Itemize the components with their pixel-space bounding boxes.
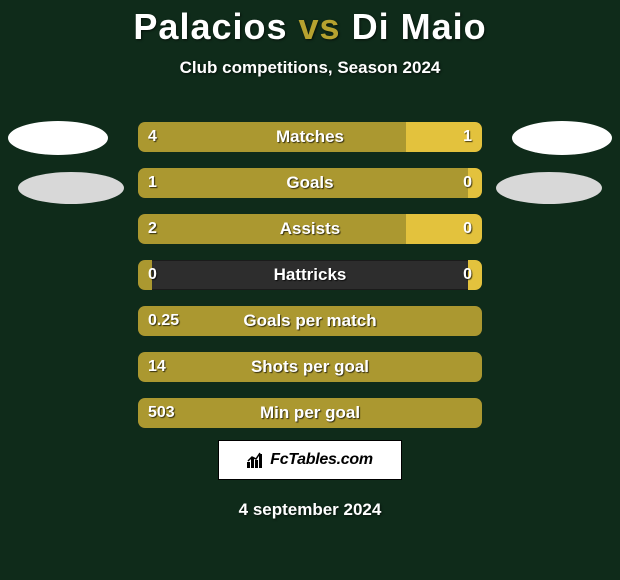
player2-team-badge: [496, 172, 602, 204]
player1-name: Palacios: [133, 6, 287, 47]
stat-value-right: [462, 398, 482, 428]
comparison-card: Palacios vs Di Maio Club competitions, S…: [0, 0, 620, 580]
stat-label: Hattricks: [138, 260, 482, 290]
date-label: 4 september 2024: [0, 500, 620, 520]
brand-label: FcTables.com: [270, 451, 373, 469]
stat-label: Matches: [138, 122, 482, 152]
stat-row: 2Assists0: [138, 214, 482, 244]
stat-value-right: 1: [453, 122, 482, 152]
stat-value-right: [462, 352, 482, 382]
brand-badge: FcTables.com: [218, 440, 402, 480]
stat-bars: 4Matches11Goals02Assists00Hattricks00.25…: [138, 122, 482, 444]
stat-row: 0.25Goals per match: [138, 306, 482, 336]
player2-name: Di Maio: [352, 6, 487, 47]
stat-label: Shots per goal: [138, 352, 482, 382]
page-title: Palacios vs Di Maio: [0, 0, 620, 48]
stat-row: 1Goals0: [138, 168, 482, 198]
vs-label: vs: [299, 6, 341, 47]
stat-value-right: 0: [453, 168, 482, 198]
stat-label: Goals per match: [138, 306, 482, 336]
player1-avatar: [8, 121, 108, 155]
stat-row: 503Min per goal: [138, 398, 482, 428]
stat-value-right: 0: [453, 260, 482, 290]
stat-label: Min per goal: [138, 398, 482, 428]
player2-avatar: [512, 121, 612, 155]
stat-label: Goals: [138, 168, 482, 198]
subtitle: Club competitions, Season 2024: [0, 58, 620, 78]
stat-row: 4Matches1: [138, 122, 482, 152]
stat-row: 14Shots per goal: [138, 352, 482, 382]
stat-label: Assists: [138, 214, 482, 244]
player1-team-badge: [18, 172, 124, 204]
chart-icon: [247, 452, 265, 468]
stat-value-right: [462, 306, 482, 336]
stat-row: 0Hattricks0: [138, 260, 482, 290]
stat-value-right: 0: [453, 214, 482, 244]
